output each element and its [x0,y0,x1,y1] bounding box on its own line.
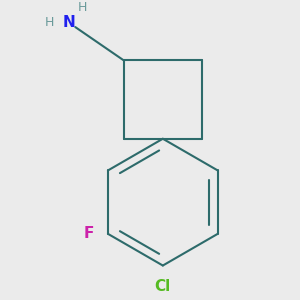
Text: H: H [78,1,88,14]
Text: N: N [63,15,76,30]
Text: H: H [45,16,54,29]
Text: F: F [83,226,94,241]
Text: Cl: Cl [155,279,171,294]
